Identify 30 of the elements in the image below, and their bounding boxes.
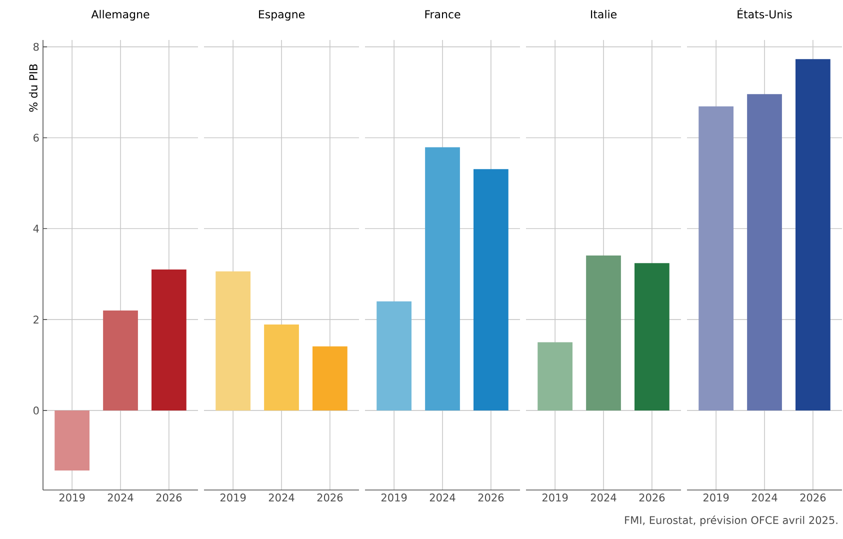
x-tick-label: 2026 (478, 494, 504, 502)
x-tick-label: 2024 (430, 494, 456, 502)
x-tick-label: 2019 (220, 494, 246, 502)
x-tick-label: 2026 (800, 494, 826, 502)
x-tick-label: 2024 (268, 494, 294, 502)
bar (54, 410, 90, 470)
text: FMI, Eurostat, prévision OFCE avril 2025. (625, 516, 838, 526)
x-tick-label: 2026 (317, 494, 343, 502)
x-tick-label: 2026 (639, 494, 665, 502)
chart-title: Allemagne (91, 10, 150, 21)
chart-title: Italie (591, 10, 617, 18)
chart-title: Espagne (259, 10, 304, 21)
bar (103, 310, 138, 410)
x-tick-label: 2019 (703, 494, 729, 502)
x-tick-label: 2019 (542, 494, 568, 502)
x-tick-label: 2024 (108, 494, 134, 502)
x-tick-label: 2019 (381, 494, 407, 502)
x-tick-label: 2024 (752, 494, 778, 502)
bar (152, 270, 186, 410)
y-tick-label: 2 (34, 316, 38, 324)
x-tick-label: 2024 (590, 494, 616, 502)
x-tick-label: 2019 (59, 494, 85, 502)
y-tick-label: 0 (33, 406, 39, 414)
chart-title: États-Unis (738, 8, 792, 18)
y-tick-label: 4 (33, 224, 39, 232)
x-tick-label: 2026 (156, 494, 182, 502)
y-tick-label: 6 (34, 134, 39, 142)
y-axis-title: % du PIB (28, 64, 38, 112)
y-tick-label: 8 (33, 42, 39, 51)
chart-title: France (425, 10, 460, 18)
